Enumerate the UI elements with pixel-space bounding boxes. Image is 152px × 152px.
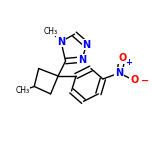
Text: −: − xyxy=(141,76,149,85)
Text: CH₃: CH₃ xyxy=(15,86,29,95)
Text: N: N xyxy=(82,40,90,50)
Text: +: + xyxy=(125,58,132,67)
Text: N: N xyxy=(57,37,65,47)
Text: O: O xyxy=(130,76,138,85)
Text: O: O xyxy=(118,53,126,63)
Text: N: N xyxy=(115,68,123,78)
Text: N: N xyxy=(78,55,86,65)
Text: CH₃: CH₃ xyxy=(44,27,58,36)
